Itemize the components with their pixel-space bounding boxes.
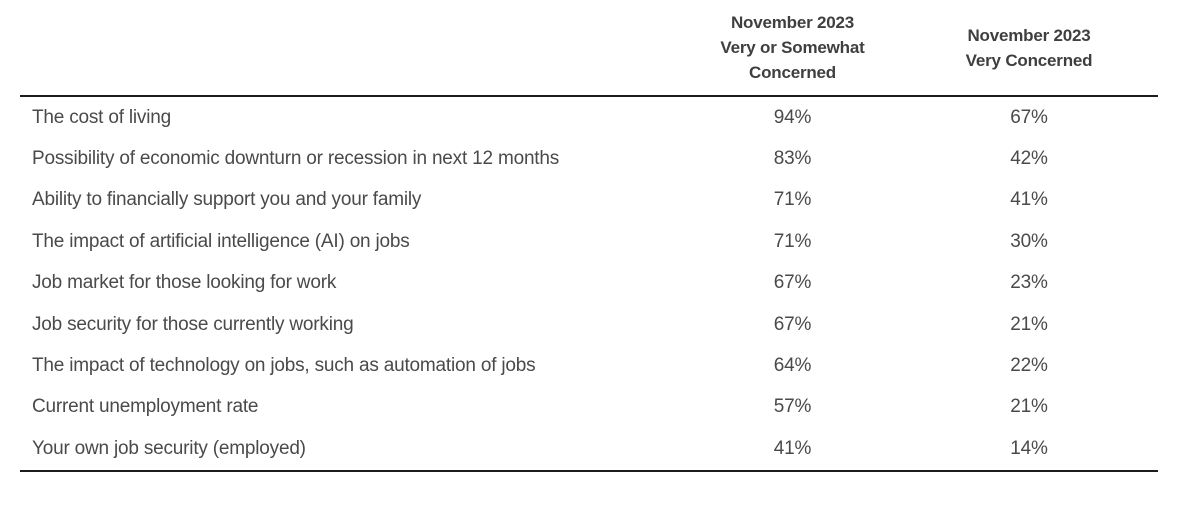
row-value-somewhat: 67% — [773, 272, 812, 294]
row-value-somewhat: 83% — [773, 148, 812, 170]
table-row: Job market for those looking for work 67… — [20, 263, 1158, 304]
row-value-somewhat: 57% — [773, 396, 812, 418]
row-value-somewhat: 94% — [773, 106, 812, 128]
header-very-concerned: November 2023 Very Concerned — [965, 25, 1093, 70]
table-row: Possibility of economic downturn or rece… — [20, 138, 1158, 179]
row-label: The cost of living — [32, 106, 171, 128]
table-header-row: November 2023 Very or Somewhat Concerned… — [20, 0, 1158, 97]
table-row: Current unemployment rate 57% 21% — [20, 387, 1158, 428]
row-label: Job market for those looking for work — [32, 272, 337, 294]
row-value-somewhat: 71% — [773, 189, 812, 211]
table-row: The impact of artificial intelligence (A… — [20, 221, 1158, 262]
row-label: Job security for those currently working — [32, 313, 354, 335]
row-label: Current unemployment rate — [32, 396, 259, 418]
row-value-somewhat: 64% — [773, 355, 812, 377]
row-value-very: 41% — [1010, 189, 1048, 211]
row-value-very: 67% — [1010, 106, 1048, 128]
row-value-very: 30% — [1010, 230, 1048, 252]
row-value-very: 23% — [1010, 272, 1048, 294]
row-label: The impact of artificial intelligence (A… — [32, 230, 410, 252]
row-value-very: 22% — [1010, 355, 1048, 377]
row-value-very: 21% — [1010, 313, 1048, 335]
row-value-somewhat: 41% — [773, 437, 812, 459]
table-row: Your own job security (employed) 41% 14% — [20, 428, 1158, 469]
row-label: The impact of technology on jobs, such a… — [32, 355, 536, 377]
survey-table: November 2023 Very or Somewhat Concerned… — [20, 0, 1158, 472]
table-row: Ability to financially support you and y… — [20, 180, 1158, 221]
row-value-somewhat: 67% — [773, 313, 812, 335]
row-label: Possibility of economic downturn or rece… — [32, 148, 560, 170]
row-label: Your own job security (employed) — [32, 437, 306, 459]
table-bottom-rule — [20, 469, 1158, 472]
row-label: Ability to financially support you and y… — [32, 189, 422, 211]
header-very-or-somewhat-concerned: November 2023 Very or Somewhat Concerned — [720, 13, 865, 82]
table-row: Job security for those currently working… — [20, 304, 1158, 345]
table-row: The cost of living 94% 67% — [20, 97, 1158, 138]
row-value-very: 42% — [1010, 148, 1048, 170]
row-value-very: 14% — [1010, 437, 1048, 459]
row-value-very: 21% — [1010, 396, 1048, 418]
row-value-somewhat: 71% — [773, 230, 812, 252]
table-row: The impact of technology on jobs, such a… — [20, 345, 1158, 386]
